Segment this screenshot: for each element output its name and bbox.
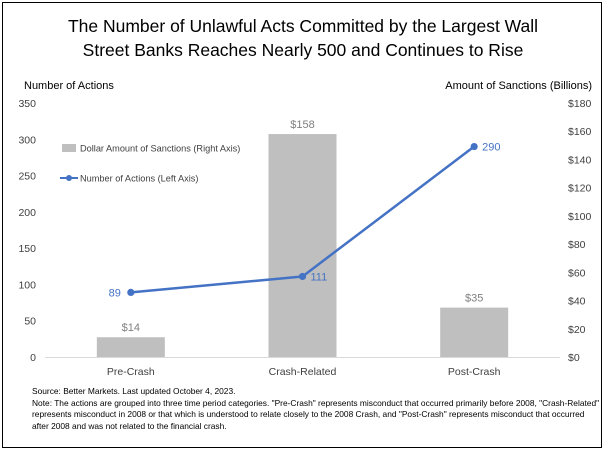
methodology-note: Note: The actions are grouped into three… [32, 397, 600, 431]
bar-data-label: $35 [465, 293, 483, 305]
y-tick-left: 350 [18, 98, 36, 110]
legend-swatch-sanctions [62, 144, 76, 152]
y-tick-right: $20 [568, 324, 586, 336]
legend-label-sanctions: Dollar Amount of Sanctions (Right Axis) [80, 144, 240, 154]
source-note: Source: Better Markets. Last updated Oct… [32, 386, 236, 396]
y-tick-right: $160 [568, 126, 592, 138]
x-tick-label: Crash-Related [269, 366, 337, 378]
actions-point [127, 288, 135, 297]
x-tick-label: Pre-Crash [107, 366, 155, 378]
chart-title-line-1: The Number of Unlawful Acts Committed by… [67, 16, 539, 36]
legend-swatch-actions-marker [66, 175, 72, 181]
line-data-label: 89 [109, 287, 121, 299]
y-tick-left: 200 [18, 207, 36, 219]
y-tick-right: $60 [568, 267, 586, 279]
bar-data-label: $158 [290, 119, 314, 131]
y-tick-left: 250 [18, 171, 36, 183]
y-tick-right: $80 [568, 239, 586, 251]
y-tick-left: 0 [30, 352, 36, 364]
actions-point [470, 142, 478, 151]
actions-point [298, 272, 307, 281]
legend-label-actions: Number of Actions (Left Axis) [80, 174, 198, 184]
chart-title-line-2: Street Banks Reaches Nearly 500 and Cont… [82, 40, 524, 60]
y-tick-right: $140 [568, 154, 592, 166]
line-data-label: 290 [482, 142, 500, 154]
y-tick-right: $40 [568, 296, 586, 308]
y-tick-right: $180 [568, 98, 592, 110]
y-tick-left: 300 [18, 134, 36, 146]
y-axis-right-label: Amount of Sanctions (Billions) [445, 80, 592, 92]
y-tick-right: $120 [568, 183, 592, 195]
line-data-label: 111 [311, 271, 328, 283]
y-tick-left: 100 [18, 279, 36, 291]
y-tick-right: $0 [568, 352, 580, 364]
y-tick-right: $100 [568, 211, 592, 223]
bar-data-label: $14 [122, 322, 140, 334]
y-axis-left-label: Number of Actions [24, 80, 114, 92]
bar-post-crash [440, 307, 509, 357]
bar-crash-related [268, 134, 337, 357]
x-tick-label: Post-Crash [448, 366, 501, 378]
bar-pre-crash [96, 337, 165, 357]
chart-title: The Number of Unlawful Acts Committed by… [0, 14, 606, 62]
chart-notes: Source: Better Markets. Last updated Oct… [32, 386, 600, 432]
y-tick-left: 150 [18, 243, 36, 255]
y-tick-left: 50 [24, 316, 36, 328]
